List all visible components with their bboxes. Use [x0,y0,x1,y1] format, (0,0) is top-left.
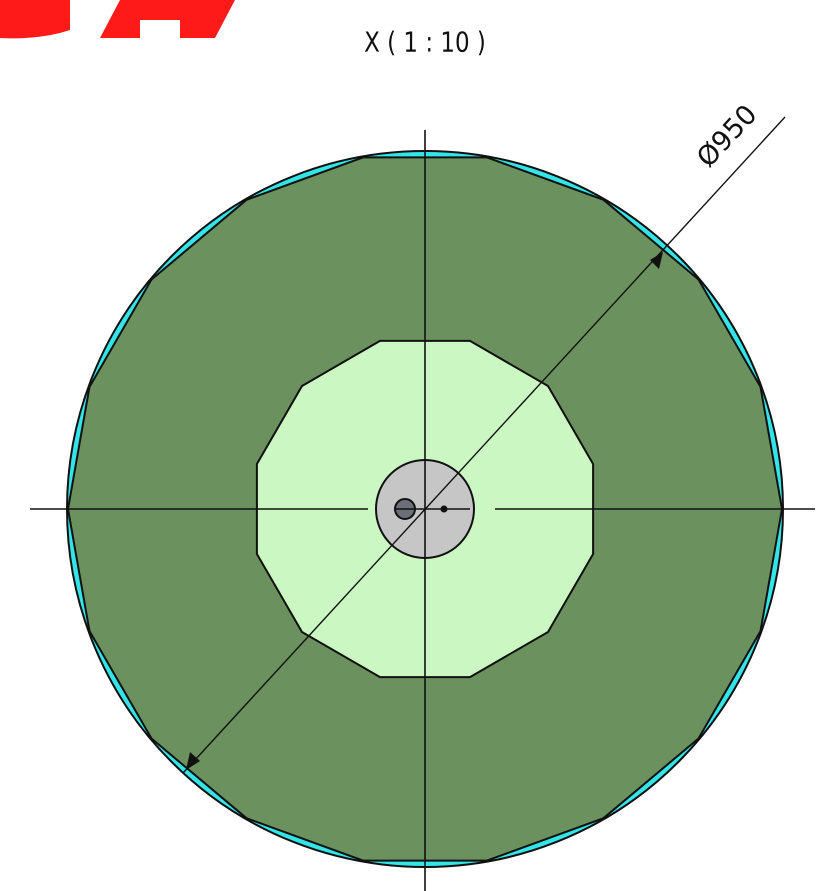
dimension-line [182,116,786,774]
center-lines [30,130,815,891]
dimension-text: Ø950 [691,99,763,173]
cropped-heading [0,0,235,39]
view-label: X ( 1 : 10 ) [364,27,486,60]
dim-line [182,116,786,774]
arrow [186,752,200,770]
arrow [650,252,663,269]
